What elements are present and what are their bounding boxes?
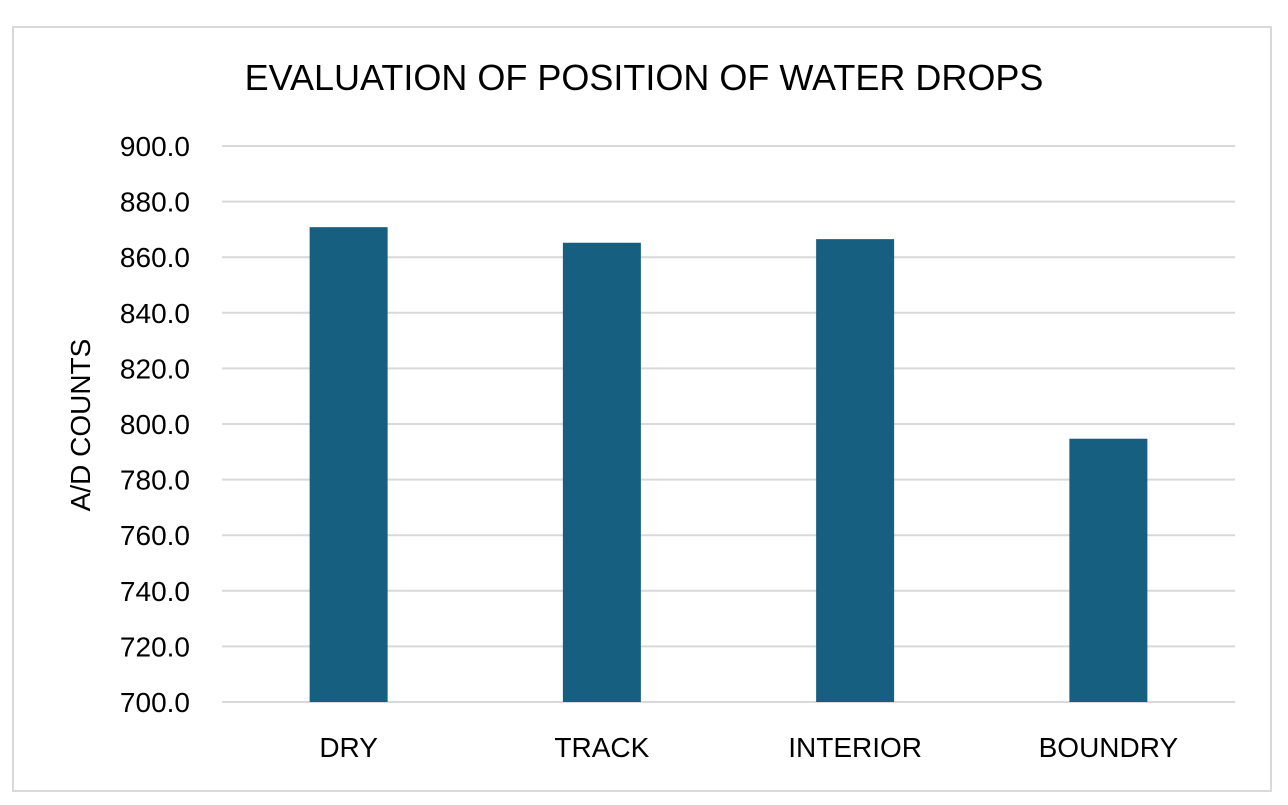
chart-area[interactable] (12, 26, 1272, 792)
bar-track[interactable] (562, 242, 641, 702)
chart-title: EVALUATION OF POSITION OF WATER DROPS (245, 57, 1044, 98)
bar-interior[interactable] (816, 239, 895, 702)
bars (309, 227, 1148, 702)
y-tick-label: 900.0 (120, 131, 190, 162)
y-tick-label: 760.0 (120, 520, 190, 551)
y-tick-label: 880.0 (120, 187, 190, 218)
y-tick-label: 820.0 (120, 353, 190, 384)
bar-boundry[interactable] (1069, 438, 1148, 702)
y-tick-label: 700.0 (120, 687, 190, 718)
y-tick-label: 780.0 (120, 465, 190, 496)
x-tick-label: TRACK (554, 732, 649, 763)
x-tick-label: BOUNDRY (1039, 732, 1179, 763)
y-tick-label: 840.0 (120, 298, 190, 329)
y-tick-label: 740.0 (120, 576, 190, 607)
y-axis-ticks: 700.0 720.0 740.0 760.0 780.0 800.0 820.0 840.0… (120, 131, 190, 718)
y-axis-label: A/D COUNTS (65, 339, 96, 512)
y-tick-label: 800.0 (120, 409, 190, 440)
x-tick-label: INTERIOR (788, 732, 922, 763)
x-axis-ticks: DRY TRACK INTERIOR BOUNDRY (319, 732, 1178, 763)
x-tick-label: DRY (319, 732, 378, 763)
y-tick-label: 860.0 (120, 242, 190, 273)
bar-dry[interactable] (309, 227, 388, 702)
gridlines (222, 145, 1235, 703)
y-tick-label: 720.0 (120, 631, 190, 662)
